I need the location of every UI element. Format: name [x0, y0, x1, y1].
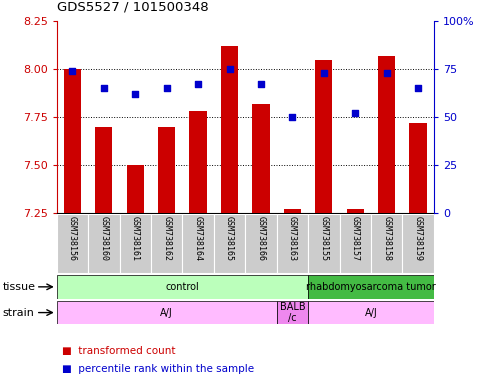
Text: GSM738160: GSM738160 [99, 216, 108, 261]
Bar [95, 127, 112, 213]
Text: GSM738158: GSM738158 [382, 216, 391, 261]
FancyBboxPatch shape [277, 301, 308, 324]
FancyBboxPatch shape [245, 214, 277, 273]
Text: GSM738156: GSM738156 [68, 216, 77, 261]
Text: GSM738165: GSM738165 [225, 216, 234, 261]
FancyBboxPatch shape [308, 275, 434, 299]
Text: GSM738155: GSM738155 [319, 216, 328, 261]
Text: strain: strain [2, 308, 35, 318]
Bar [347, 209, 364, 213]
Point [320, 70, 328, 76]
Text: ■  percentile rank within the sample: ■ percentile rank within the sample [62, 364, 254, 374]
Point [383, 70, 390, 76]
FancyBboxPatch shape [182, 214, 214, 273]
Point [414, 85, 422, 91]
Text: GSM738166: GSM738166 [256, 216, 266, 261]
FancyBboxPatch shape [119, 214, 151, 273]
Bar [221, 46, 238, 213]
Point [226, 66, 234, 72]
FancyBboxPatch shape [340, 214, 371, 273]
Bar [315, 60, 332, 213]
Bar [378, 56, 395, 213]
Text: GSM738157: GSM738157 [351, 216, 360, 261]
Text: A/J: A/J [160, 308, 173, 318]
Text: GSM738162: GSM738162 [162, 216, 171, 261]
Text: control: control [166, 282, 199, 292]
Bar [127, 165, 144, 213]
Bar [158, 127, 176, 213]
Text: GSM738159: GSM738159 [414, 216, 423, 261]
FancyBboxPatch shape [402, 214, 434, 273]
Bar [410, 123, 427, 213]
Point [257, 81, 265, 88]
Point [288, 114, 296, 120]
FancyBboxPatch shape [57, 275, 308, 299]
Point [69, 68, 76, 74]
Point [163, 85, 171, 91]
Bar [252, 104, 270, 213]
FancyBboxPatch shape [308, 214, 340, 273]
Text: GSM738161: GSM738161 [131, 216, 140, 261]
Point [352, 110, 359, 116]
Text: A/J: A/J [365, 308, 377, 318]
FancyBboxPatch shape [277, 214, 308, 273]
Text: tissue: tissue [2, 282, 35, 292]
Point [100, 85, 108, 91]
FancyBboxPatch shape [214, 214, 245, 273]
Text: rhabdomyosarcoma tumor: rhabdomyosarcoma tumor [306, 282, 436, 292]
Point [194, 81, 202, 88]
FancyBboxPatch shape [57, 301, 277, 324]
FancyBboxPatch shape [371, 214, 402, 273]
Text: BALB
/c: BALB /c [280, 302, 305, 323]
Text: GSM738163: GSM738163 [288, 216, 297, 261]
Text: ■  transformed count: ■ transformed count [62, 346, 175, 356]
Text: GDS5527 / 101500348: GDS5527 / 101500348 [57, 0, 209, 13]
FancyBboxPatch shape [308, 301, 434, 324]
Point [131, 91, 139, 97]
Bar [64, 69, 81, 213]
Text: GSM738164: GSM738164 [194, 216, 203, 261]
FancyBboxPatch shape [57, 214, 88, 273]
Bar [189, 111, 207, 213]
FancyBboxPatch shape [88, 214, 119, 273]
Bar [284, 209, 301, 213]
FancyBboxPatch shape [151, 214, 182, 273]
